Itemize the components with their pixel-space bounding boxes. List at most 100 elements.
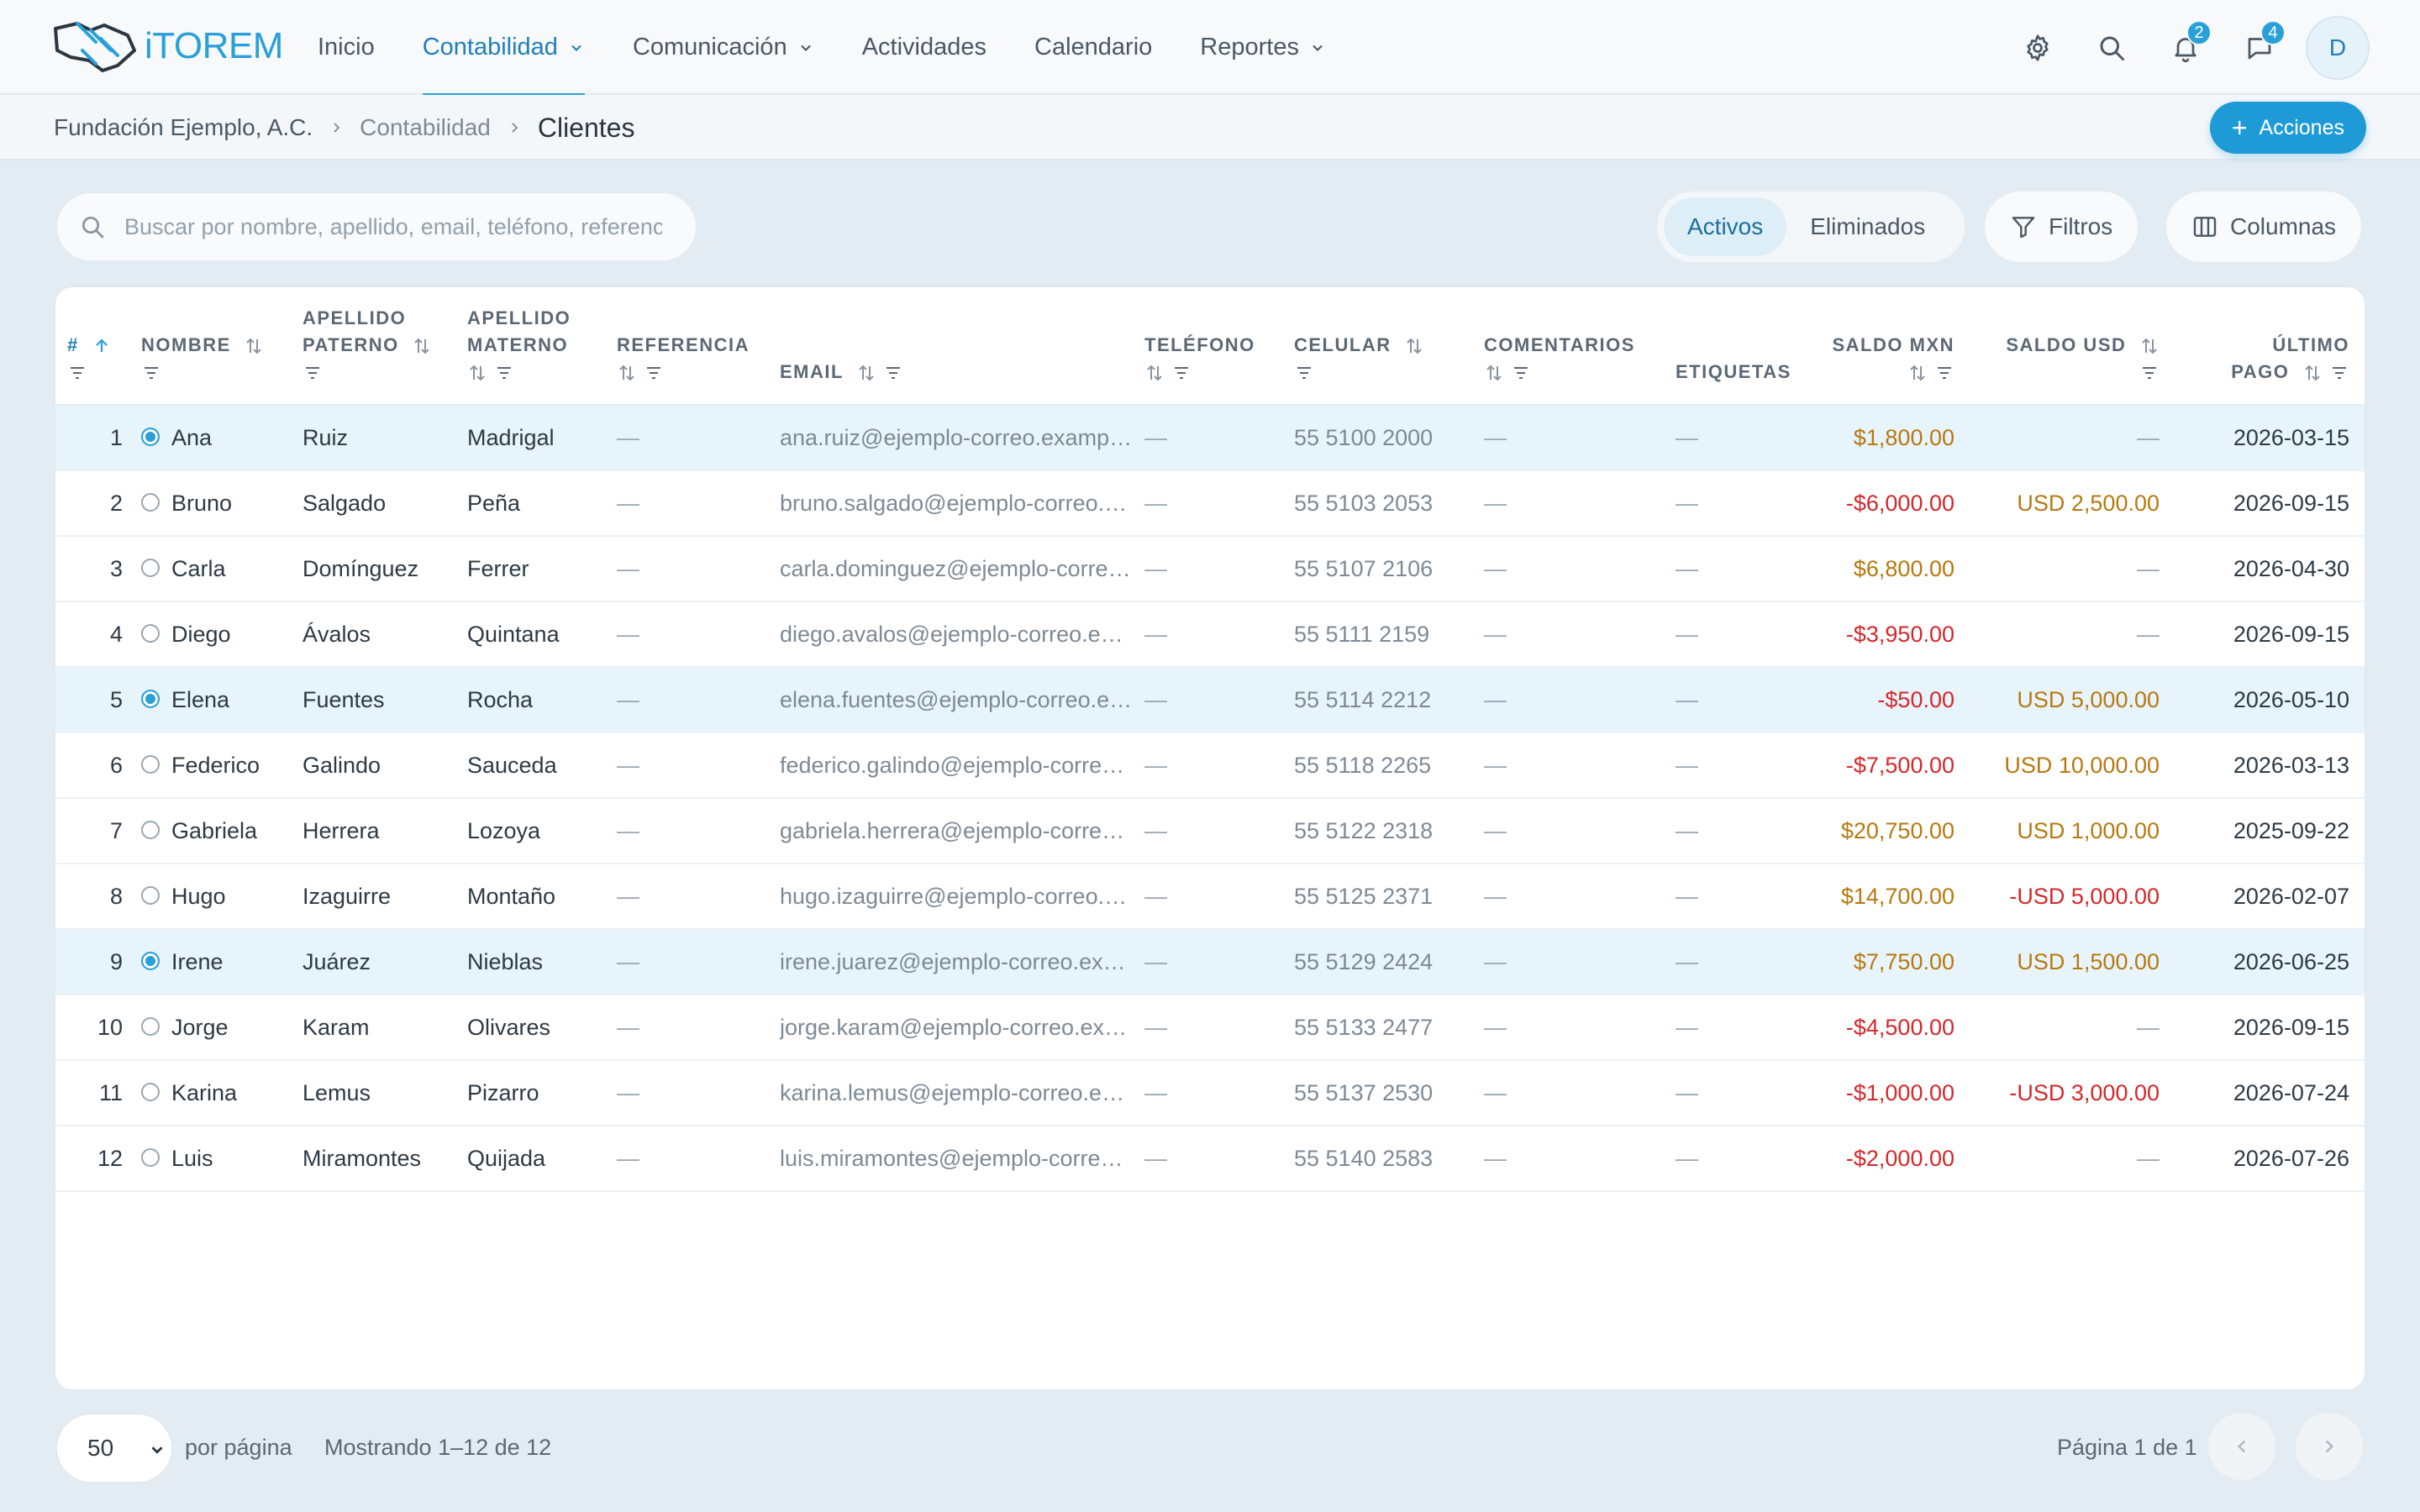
row-select-radio[interactable] bbox=[141, 821, 160, 840]
client-name[interactable]: Carla bbox=[171, 555, 226, 581]
table-row[interactable]: 12 Luis Miramontes Quijada — luis.miramontes@… bbox=[55, 1126, 2365, 1192]
table-row[interactable]: 6 Federico Galindo Sauceda — federico.galindo… bbox=[55, 732, 2365, 799]
nav-item-comunicacion[interactable]: Comunicación bbox=[633, 0, 814, 95]
cell-apellido-materno: Peña bbox=[467, 470, 617, 537]
row-select-radio[interactable] bbox=[141, 493, 160, 512]
filters-button[interactable]: Filtros bbox=[1983, 190, 2140, 264]
row-select-radio[interactable] bbox=[141, 559, 160, 578]
notifications-button[interactable]: 2 bbox=[2154, 17, 2217, 79]
filter-lines-icon[interactable] bbox=[2139, 363, 2160, 383]
settings-button[interactable] bbox=[2007, 17, 2069, 79]
columns-button[interactable]: Columnas bbox=[2165, 190, 2364, 264]
filter-lines-icon[interactable] bbox=[1294, 363, 1314, 383]
table-row[interactable]: 2 Bruno Salgado Peña — bruno.salgado@ejemplo-… bbox=[55, 470, 2365, 537]
logo-text: iTOREM bbox=[145, 25, 283, 66]
page-info: Página 1 de 1 bbox=[2057, 1435, 2197, 1460]
client-name[interactable]: Luis bbox=[171, 1145, 213, 1171]
row-select-radio[interactable] bbox=[141, 428, 160, 447]
col-email[interactable]: EMAIL bbox=[780, 287, 1144, 406]
table-row[interactable]: 4 Diego Ávalos Quintana — diego.avalos@ejempl… bbox=[55, 601, 2365, 668]
filter-lines-icon[interactable] bbox=[1171, 363, 1192, 383]
row-select-radio[interactable] bbox=[141, 1017, 160, 1037]
cell-comentarios: — bbox=[1484, 1126, 1676, 1192]
next-page-button[interactable] bbox=[2294, 1411, 2365, 1482]
actions-button[interactable]: + Acciones bbox=[2209, 102, 2366, 154]
nav-item-actividades[interactable]: Actividades bbox=[862, 0, 986, 95]
cell-nombre: Bruno bbox=[141, 470, 302, 537]
search-box bbox=[55, 192, 697, 262]
client-name[interactable]: Hugo bbox=[171, 883, 226, 909]
sort-icon bbox=[1147, 365, 1162, 381]
cell-saldo-usd: — bbox=[1973, 995, 2178, 1061]
client-name[interactable]: Bruno bbox=[171, 490, 233, 516]
col-nombre[interactable]: NOMBRE bbox=[141, 287, 302, 406]
search-input[interactable] bbox=[124, 213, 662, 240]
table-row[interactable]: 8 Hugo Izaguirre Montaño — hugo.izaguirre@eje… bbox=[55, 864, 2365, 930]
logo[interactable]: iTOREM bbox=[52, 17, 283, 76]
cell-ultimo-pago: 2026-07-24 bbox=[2178, 1060, 2365, 1126]
table-row[interactable]: 7 Gabriela Herrera Lozoya — gabriela.herrera@… bbox=[55, 798, 2365, 864]
filter-lines-icon[interactable] bbox=[2329, 363, 2349, 383]
cell-etiquetas: — bbox=[1676, 864, 1810, 930]
nav-item-inicio[interactable]: Inicio bbox=[318, 0, 375, 95]
client-name[interactable]: Federico bbox=[171, 752, 260, 778]
client-name[interactable]: Diego bbox=[171, 621, 231, 647]
cell-celular: 55 5100 2000 bbox=[1294, 405, 1484, 471]
col-comentarios[interactable]: COMENTARIOS bbox=[1484, 287, 1676, 406]
row-select-radio[interactable] bbox=[141, 755, 160, 774]
row-select-radio[interactable] bbox=[141, 624, 160, 643]
breadcrumb-org[interactable]: Fundación Ejemplo, A.C. bbox=[54, 114, 313, 140]
row-select-radio[interactable] bbox=[141, 886, 160, 906]
col-saldo-usd[interactable]: SALDO USD bbox=[1973, 287, 2178, 406]
messages-button[interactable]: 4 bbox=[2228, 17, 2291, 79]
row-select-radio[interactable] bbox=[141, 952, 160, 971]
table-row[interactable]: 10 Jorge Karam Olivares — jorge.karam@ejemplo… bbox=[55, 995, 2365, 1061]
table-row[interactable]: 5 Elena Fuentes Rocha — elena.fuentes@ejemplo… bbox=[55, 667, 2365, 733]
client-name[interactable]: Elena bbox=[171, 686, 230, 712]
table-row[interactable]: 3 Carla Domínguez Ferrer — carla.dominguez@ej… bbox=[55, 536, 2365, 602]
col-referencia[interactable]: REFERENCIA bbox=[617, 287, 780, 406]
col-celular[interactable]: CELULAR bbox=[1294, 287, 1484, 406]
row-select-radio[interactable] bbox=[141, 690, 160, 709]
nav-item-reportes[interactable]: Reportes bbox=[1200, 0, 1326, 95]
page-size-select[interactable]: 50 bbox=[55, 1413, 173, 1483]
filter-lines-icon[interactable] bbox=[644, 363, 664, 383]
nav-item-calendario[interactable]: Calendario bbox=[1034, 0, 1152, 95]
col-apellido-paterno[interactable]: APELLIDO PATERNO bbox=[302, 287, 467, 406]
filter-lines-icon[interactable] bbox=[302, 363, 323, 383]
filter-lines-icon[interactable] bbox=[67, 363, 87, 383]
sort-icon bbox=[1910, 365, 1925, 381]
client-name[interactable]: Gabriela bbox=[171, 817, 258, 843]
actions-label: Acciones bbox=[2259, 115, 2344, 139]
breadcrumb-section[interactable]: Contabilidad bbox=[360, 114, 491, 140]
filter-lines-icon[interactable] bbox=[141, 363, 161, 383]
cell-num: 12 bbox=[55, 1126, 141, 1192]
prev-page-button[interactable] bbox=[2207, 1411, 2277, 1482]
filter-lines-icon[interactable] bbox=[1511, 363, 1531, 383]
row-select-radio[interactable] bbox=[141, 1083, 160, 1102]
col-etiquetas[interactable]: ETIQUETAS bbox=[1676, 287, 1810, 406]
client-name[interactable]: Irene bbox=[171, 948, 224, 974]
cell-num: 5 bbox=[55, 667, 141, 733]
avatar[interactable]: D bbox=[2306, 16, 2370, 80]
col-ultimo-pago[interactable]: ÚLTIMO PAGO bbox=[2178, 287, 2365, 406]
col-saldo-mxn[interactable]: SALDO MXN bbox=[1810, 287, 1973, 406]
tab-eliminados[interactable]: Eliminados bbox=[1810, 213, 1926, 239]
col-telefono[interactable]: TELÉFONO bbox=[1144, 287, 1294, 406]
col-apellido-materno[interactable]: APELLIDO MATERNO bbox=[467, 287, 617, 406]
tab-activos[interactable]: Activos bbox=[1664, 197, 1787, 256]
table-row[interactable]: 9 Irene Juárez Nieblas — irene.juarez@ejemplo… bbox=[55, 929, 2365, 995]
table-row[interactable]: 1 Ana Ruiz Madrigal — ana.ruiz@ejemplo-correo… bbox=[55, 405, 2365, 471]
client-name[interactable]: Jorge bbox=[171, 1014, 229, 1040]
table-row[interactable]: 11 Karina Lemus Pizarro — karina.lemus@ejempl… bbox=[55, 1060, 2365, 1126]
client-name[interactable]: Ana bbox=[171, 424, 213, 450]
filter-lines-icon[interactable] bbox=[883, 363, 903, 383]
nav-item-contabilidad[interactable]: Contabilidad bbox=[422, 0, 586, 97]
filter-lines-icon[interactable] bbox=[1934, 363, 1954, 383]
filter-lines-icon[interactable] bbox=[494, 363, 514, 383]
cell-email: hugo.izaguirre@ejemplo-correo.example.co… bbox=[780, 864, 1144, 930]
col-num[interactable]: # bbox=[55, 287, 141, 406]
client-name[interactable]: Karina bbox=[171, 1079, 238, 1105]
search-button[interactable] bbox=[2081, 17, 2143, 79]
row-select-radio[interactable] bbox=[141, 1148, 160, 1168]
